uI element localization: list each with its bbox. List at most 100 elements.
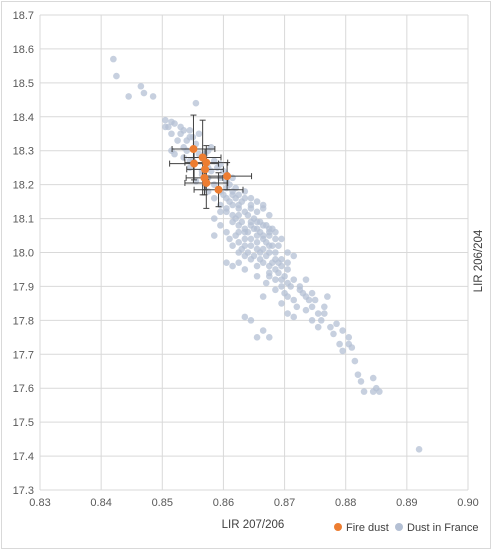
y-tick-label: 18.7 [13, 10, 34, 22]
dust-in-france-point [247, 235, 255, 243]
dust-in-france-point [345, 334, 353, 341]
dust-in-france-point [284, 310, 291, 317]
dust-in-france-point [253, 272, 261, 280]
y-axis-title: LIR 206/204 [473, 229, 485, 292]
dust-in-france-point [259, 327, 267, 334]
dust-in-france-point [247, 255, 255, 263]
y-tick-label: 18.6 [13, 44, 34, 56]
dust-in-france-point [275, 242, 282, 250]
dust-in-france-point [235, 191, 243, 199]
dust-in-france-point [265, 272, 273, 280]
x-axis-title: LIR 207/206 [222, 519, 285, 531]
dust-in-france-point [247, 242, 255, 250]
dust-in-france-point [336, 340, 343, 348]
dust-in-france-point [415, 445, 423, 453]
dust-in-france-point [360, 388, 368, 395]
x-tick-label: 0.86 [213, 497, 234, 509]
dust-in-france-point [253, 225, 261, 233]
y-tick-label: 17.9 [13, 281, 34, 293]
dust-in-france-point [125, 93, 132, 100]
dust-in-france-point [226, 235, 233, 243]
dust-in-france-point [265, 334, 273, 341]
dust-in-france-point [241, 252, 249, 260]
dust-in-france-point [284, 259, 291, 266]
fire-dust-point [201, 165, 210, 174]
dust-in-france-point [186, 127, 194, 134]
dust-in-france-point [186, 133, 194, 141]
dust-in-france-point [149, 93, 157, 100]
dust-in-france-point [272, 286, 279, 294]
dust-in-france-series [110, 55, 423, 453]
dust-in-france-point [235, 239, 243, 246]
grid-layer [39, 14, 469, 491]
legend: Fire dust Dust in France [334, 522, 479, 534]
dust-in-france-point [253, 198, 261, 205]
dust-in-france-point [272, 228, 279, 236]
dust-in-france-point [275, 259, 282, 266]
y-tick-label: 17.8 [13, 315, 34, 327]
dust-in-france-point [265, 249, 273, 256]
dust-in-france-point [192, 99, 200, 107]
legend-marker-dust-in-france [395, 523, 403, 531]
dust-in-france-point [229, 201, 236, 209]
dust-in-france-point [244, 211, 252, 219]
dust-in-france-point [162, 123, 169, 131]
dust-in-france-point [247, 218, 255, 226]
dust-in-france-point [247, 194, 255, 202]
legend-label-fire-dust: Fire dust [346, 522, 389, 534]
dust-in-france-point [293, 303, 301, 311]
dust-in-france-point [223, 259, 230, 266]
dust-in-france-point [241, 242, 249, 250]
dust-in-france-point [113, 72, 120, 80]
dust-in-france-point [259, 245, 267, 253]
dust-in-france-point [162, 116, 169, 124]
y-tick-label: 18.4 [13, 112, 34, 124]
dust-in-france-point [278, 235, 285, 243]
dust-in-france-point [327, 323, 334, 331]
dust-in-france-point [265, 242, 273, 250]
y-tick-label: 18.5 [13, 78, 34, 90]
dust-in-france-point [253, 334, 261, 341]
legend-marker-fire-dust [334, 523, 342, 531]
dust-in-france-point [253, 218, 261, 226]
dust-in-france-point [308, 289, 316, 297]
dust-in-france-point [284, 293, 291, 300]
dust-in-france-point [339, 347, 346, 355]
dust-in-france-point [324, 293, 331, 300]
fire-dust-point [223, 172, 232, 181]
dust-in-france-point [180, 144, 187, 151]
dust-in-france-point [278, 283, 285, 290]
fire-dust-series [189, 145, 232, 194]
y-tick-label: 17.5 [13, 417, 34, 429]
x-tick-label: 0.89 [396, 497, 417, 509]
dust-in-france-point [217, 208, 224, 216]
dust-in-france-point [259, 222, 267, 229]
dust-in-france-point [272, 276, 279, 283]
dust-in-france-point [210, 215, 218, 222]
dust-in-france-point [241, 235, 249, 243]
dust-in-france-point [259, 232, 267, 239]
dust-in-france-point [348, 344, 356, 351]
dust-in-france-point [369, 374, 377, 382]
dust-in-france-point [265, 211, 273, 219]
dust-in-france-point [241, 194, 249, 202]
dust-in-france-point [321, 310, 328, 317]
dust-in-france-point [207, 144, 215, 151]
dust-in-france-point [235, 201, 243, 209]
dust-in-france-point [241, 266, 249, 273]
dust-in-france-point [235, 211, 243, 219]
dust-in-france-point [229, 218, 236, 226]
dust-in-france-point [110, 55, 117, 63]
dust-in-france-point [241, 313, 249, 321]
dust-in-france-point [272, 249, 279, 256]
dust-in-france-point [195, 130, 203, 138]
dust-in-france-point [302, 306, 310, 314]
dust-in-france-point [235, 222, 243, 229]
dust-in-france-point [296, 283, 304, 290]
dust-in-france-point [253, 239, 261, 246]
dust-in-france-point [290, 313, 298, 321]
dust-in-france-point [223, 184, 230, 192]
y-tick-label: 17.4 [13, 451, 34, 463]
